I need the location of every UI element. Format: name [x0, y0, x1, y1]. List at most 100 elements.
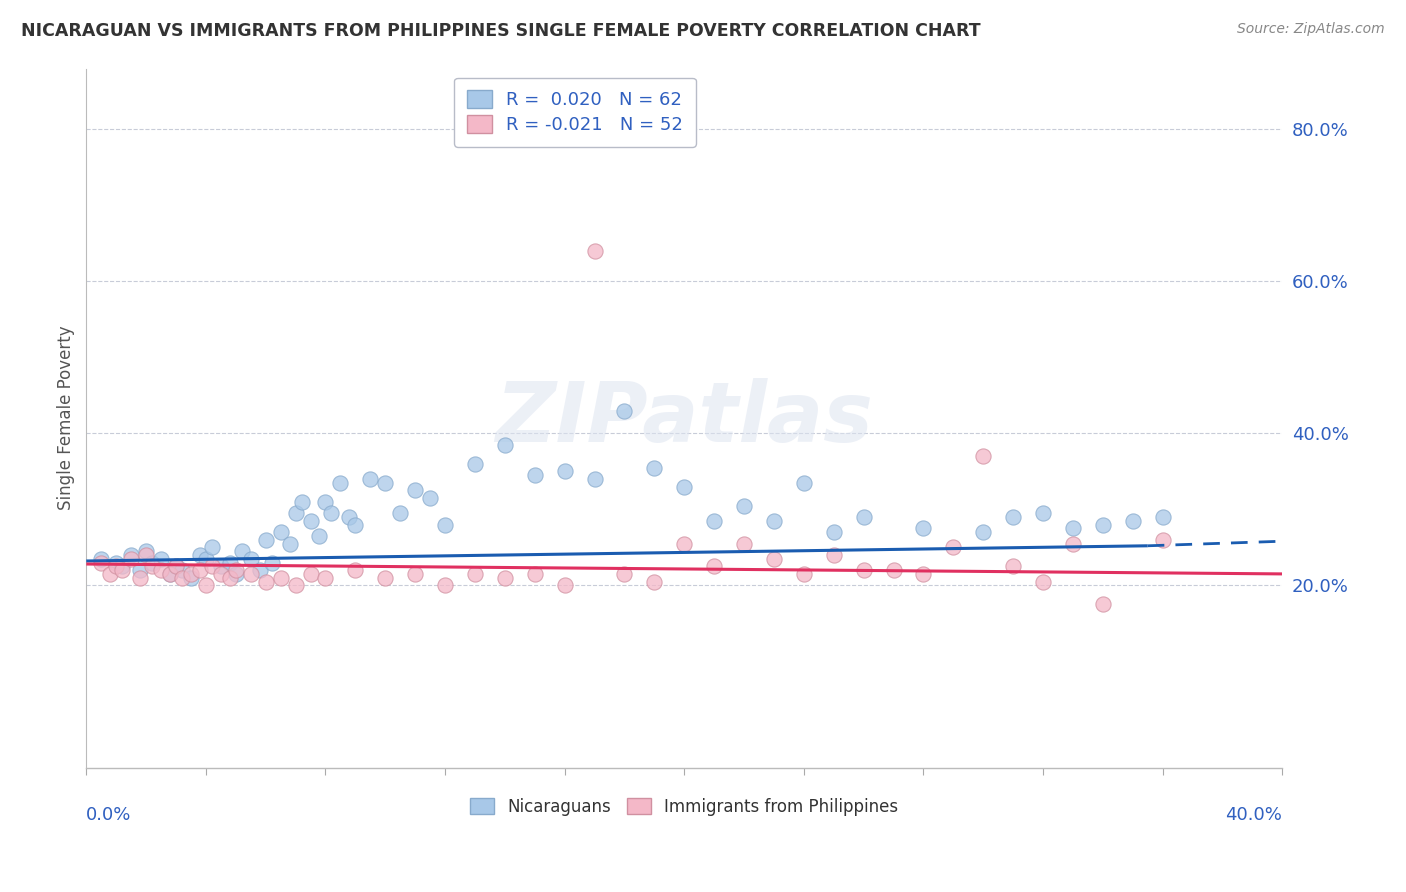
- Point: [308, 529, 330, 543]
- Y-axis label: Single Female Poverty: Single Female Poverty: [58, 326, 75, 510]
- Point: [321, 506, 343, 520]
- Point: [464, 457, 486, 471]
- Point: [554, 578, 576, 592]
- Point: [129, 563, 152, 577]
- Point: [270, 525, 292, 540]
- Point: [374, 475, 396, 490]
- Point: [194, 551, 217, 566]
- Point: [209, 559, 232, 574]
- Point: [1091, 517, 1114, 532]
- Text: 40.0%: 40.0%: [1226, 806, 1282, 824]
- Point: [299, 566, 322, 581]
- Point: [823, 525, 845, 540]
- Point: [299, 514, 322, 528]
- Point: [912, 521, 935, 535]
- Point: [314, 494, 336, 508]
- Point: [170, 563, 193, 577]
- Point: [90, 551, 112, 566]
- Point: [1002, 559, 1025, 574]
- Point: [852, 563, 875, 577]
- Point: [464, 566, 486, 581]
- Point: [733, 536, 755, 550]
- Point: [218, 556, 240, 570]
- Point: [249, 563, 271, 577]
- Point: [1002, 509, 1025, 524]
- Point: [111, 559, 134, 574]
- Point: [314, 571, 336, 585]
- Text: Source: ZipAtlas.com: Source: ZipAtlas.com: [1237, 22, 1385, 37]
- Point: [434, 578, 457, 592]
- Point: [225, 563, 247, 577]
- Point: [201, 559, 224, 574]
- Point: [1032, 574, 1054, 589]
- Point: [120, 551, 142, 566]
- Legend: Nicaraguans, Immigrants from Philippines: Nicaraguans, Immigrants from Philippines: [464, 791, 905, 822]
- Point: [494, 438, 516, 452]
- Point: [1062, 536, 1084, 550]
- Point: [823, 548, 845, 562]
- Point: [613, 566, 636, 581]
- Point: [159, 566, 181, 581]
- Point: [239, 566, 262, 581]
- Point: [972, 525, 994, 540]
- Text: NICARAGUAN VS IMMIGRANTS FROM PHILIPPINES SINGLE FEMALE POVERTY CORRELATION CHAR: NICARAGUAN VS IMMIGRANTS FROM PHILIPPINE…: [21, 22, 981, 40]
- Point: [111, 563, 134, 577]
- Point: [120, 548, 142, 562]
- Point: [613, 403, 636, 417]
- Point: [225, 566, 247, 581]
- Point: [105, 559, 128, 574]
- Point: [494, 571, 516, 585]
- Point: [231, 544, 253, 558]
- Point: [523, 566, 546, 581]
- Point: [284, 506, 307, 520]
- Text: ZIPatlas: ZIPatlas: [495, 377, 873, 458]
- Point: [188, 548, 211, 562]
- Point: [359, 472, 381, 486]
- Point: [260, 556, 283, 570]
- Point: [90, 556, 112, 570]
- Point: [1152, 533, 1174, 547]
- Point: [135, 548, 157, 562]
- Point: [344, 563, 367, 577]
- Point: [883, 563, 905, 577]
- Point: [583, 472, 606, 486]
- Point: [434, 517, 457, 532]
- Point: [278, 536, 301, 550]
- Point: [180, 566, 202, 581]
- Point: [339, 509, 361, 524]
- Point: [239, 551, 262, 566]
- Point: [129, 571, 152, 585]
- Point: [1032, 506, 1054, 520]
- Point: [673, 479, 696, 493]
- Point: [170, 571, 193, 585]
- Point: [165, 559, 187, 574]
- Point: [583, 244, 606, 258]
- Point: [270, 571, 292, 585]
- Text: 0.0%: 0.0%: [86, 806, 132, 824]
- Point: [165, 559, 187, 574]
- Point: [762, 551, 785, 566]
- Point: [218, 571, 240, 585]
- Point: [150, 551, 173, 566]
- Point: [135, 544, 157, 558]
- Point: [793, 475, 815, 490]
- Point: [254, 574, 277, 589]
- Point: [972, 449, 994, 463]
- Point: [404, 566, 426, 581]
- Point: [209, 566, 232, 581]
- Point: [254, 533, 277, 547]
- Point: [762, 514, 785, 528]
- Point: [1062, 521, 1084, 535]
- Point: [201, 541, 224, 555]
- Point: [374, 571, 396, 585]
- Point: [852, 509, 875, 524]
- Point: [180, 571, 202, 585]
- Point: [673, 536, 696, 550]
- Point: [942, 541, 965, 555]
- Point: [733, 499, 755, 513]
- Point: [284, 578, 307, 592]
- Point: [105, 556, 128, 570]
- Point: [912, 566, 935, 581]
- Point: [98, 566, 121, 581]
- Point: [150, 563, 173, 577]
